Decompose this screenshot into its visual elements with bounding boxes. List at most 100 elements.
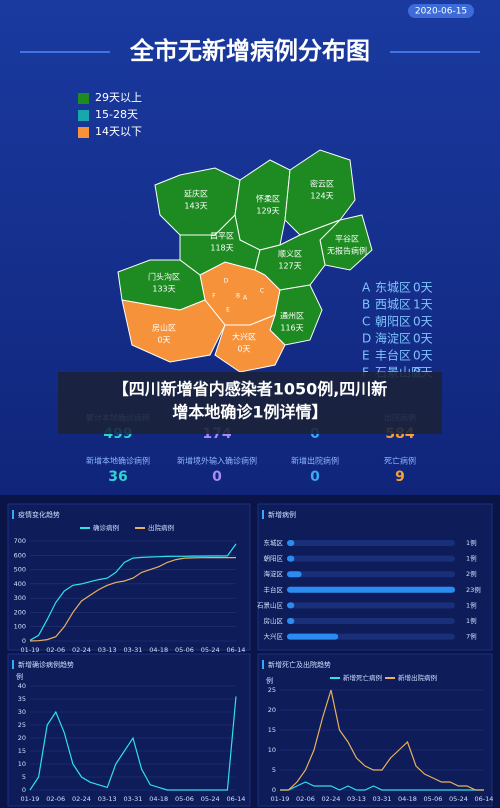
y-tick-label: 35 bbox=[18, 695, 26, 703]
x-tick-label: 05-06 bbox=[175, 795, 194, 803]
district-name: 平谷区 bbox=[335, 235, 359, 244]
bar-value-label: 23例 bbox=[466, 585, 481, 594]
district-name: 延庆区 bbox=[184, 189, 208, 199]
district-name: 大兴区 bbox=[232, 332, 256, 342]
panel bbox=[7, 653, 251, 807]
district-name: 怀柔区 bbox=[256, 194, 280, 204]
panel-title: 新增确诊病例趋势 bbox=[18, 660, 74, 669]
bar-track bbox=[287, 571, 455, 578]
panel-marker bbox=[262, 660, 264, 669]
core-list-name: 海淀区 bbox=[375, 331, 411, 346]
bar-category: 丰台区 bbox=[264, 585, 284, 594]
bar bbox=[287, 555, 295, 562]
y-tick-label: 0 bbox=[22, 786, 26, 794]
core-letter: B bbox=[236, 293, 240, 300]
x-tick-label: 02-06 bbox=[46, 795, 65, 803]
legend-label: 新增出院病例 bbox=[398, 673, 437, 682]
y-tick-label: 10 bbox=[18, 760, 26, 768]
legend-swatch bbox=[78, 127, 89, 138]
y-tick-label: 700 bbox=[14, 537, 26, 545]
district-name: 门头沟区 bbox=[148, 272, 180, 282]
x-tick-label: 04-18 bbox=[149, 795, 168, 803]
district-days: 无报告病例 bbox=[327, 246, 367, 256]
bar bbox=[287, 602, 295, 609]
bar-track bbox=[287, 555, 455, 562]
legend-label: 15-28天 bbox=[95, 108, 138, 121]
panel-marker bbox=[262, 510, 264, 519]
x-tick-label: 01-19 bbox=[21, 795, 40, 803]
x-tick-label: 02-06 bbox=[46, 646, 65, 654]
x-tick-label: 02-24 bbox=[72, 795, 91, 803]
bar bbox=[287, 618, 295, 624]
stat-value: 36 bbox=[108, 469, 127, 485]
stat-label: 新增本地确诊病例 bbox=[86, 456, 150, 466]
district-days: 124天 bbox=[310, 192, 333, 201]
y-tick-label: 40 bbox=[18, 682, 26, 690]
y-tick-label: 100 bbox=[14, 623, 26, 631]
y-axis-label: 例 bbox=[266, 676, 273, 685]
y-tick-label: 0 bbox=[22, 637, 26, 645]
title: 全市无新增病例分布图 bbox=[129, 37, 370, 65]
core-list-name: 东城区 bbox=[375, 281, 411, 295]
district-name: 通州区 bbox=[280, 311, 304, 321]
core-list-days: 0天 bbox=[413, 315, 433, 329]
bar-category: 海淀区 bbox=[264, 569, 284, 578]
core-list-days: 1天 bbox=[413, 298, 433, 312]
y-tick-label: 400 bbox=[14, 580, 26, 588]
district-days: 143天 bbox=[184, 202, 207, 211]
line bbox=[29, 696, 237, 791]
district bbox=[214, 314, 286, 373]
x-tick-label: 01-19 bbox=[271, 795, 290, 803]
x-tick-label: 02-24 bbox=[322, 795, 341, 803]
bar-category: 大兴区 bbox=[264, 632, 284, 641]
core-list-name: 朝阳区 bbox=[375, 315, 411, 329]
x-tick-label: 02-06 bbox=[296, 795, 315, 803]
core-list-letter: B bbox=[362, 298, 370, 312]
y-tick-label: 200 bbox=[14, 608, 26, 616]
panel-title: 新增病例 bbox=[268, 510, 296, 519]
y-tick-label: 20 bbox=[18, 734, 26, 742]
core-letter: D bbox=[224, 278, 229, 285]
panel-title: 新增死亡及出院趋势 bbox=[268, 660, 331, 669]
bar bbox=[287, 571, 302, 578]
x-tick-label: 03-31 bbox=[373, 795, 392, 803]
bar-value-label: 1例 bbox=[466, 554, 477, 563]
panel-title: 疫情变化趋势 bbox=[18, 510, 60, 519]
x-tick-label: 05-24 bbox=[201, 795, 220, 803]
x-tick-label: 04-18 bbox=[149, 646, 168, 654]
x-tick-label: 05-24 bbox=[201, 646, 220, 654]
headline: 【四川新增省内感染者1050例,四川新 bbox=[113, 380, 388, 399]
date-pill bbox=[408, 4, 474, 18]
panel-marker bbox=[12, 660, 14, 669]
bar-track bbox=[287, 618, 455, 624]
date: 2020-06-15 bbox=[415, 7, 467, 17]
legend-label: 新增死亡病例 bbox=[343, 673, 382, 682]
x-tick-label: 06-14 bbox=[227, 795, 246, 803]
legend-label: 29天以上 bbox=[95, 91, 142, 104]
stat-label: 死亡病例 bbox=[384, 456, 416, 466]
stat-label: 新增出院病例 bbox=[291, 456, 339, 466]
legend-label: 14天以下 bbox=[95, 125, 142, 138]
y-tick-label: 10 bbox=[268, 746, 276, 754]
district-days: 0天 bbox=[237, 345, 250, 354]
stat-label: 新增境外输入确诊病例 bbox=[177, 456, 257, 466]
y-tick-label: 500 bbox=[14, 566, 26, 574]
district-days: 0天 bbox=[157, 336, 170, 345]
bar bbox=[287, 633, 339, 640]
y-tick-label: 5 bbox=[272, 766, 276, 774]
x-tick-label: 05-24 bbox=[449, 795, 468, 803]
core-list-letter: D bbox=[362, 332, 371, 346]
y-tick-label: 25 bbox=[18, 721, 26, 729]
bar bbox=[287, 540, 295, 546]
core-letter: F bbox=[212, 293, 216, 300]
bar-category: 石景山区 bbox=[257, 600, 284, 609]
panel-marker bbox=[12, 510, 14, 519]
headline: 增本地确诊1例详情】 bbox=[172, 403, 327, 422]
district-name: 昌平区 bbox=[210, 232, 234, 241]
legend-label: 确诊病例 bbox=[93, 523, 119, 532]
line bbox=[280, 781, 484, 791]
core-list-letter: A bbox=[362, 281, 371, 295]
x-tick-label: 03-31 bbox=[124, 646, 143, 654]
district-days: 133天 bbox=[152, 285, 175, 294]
